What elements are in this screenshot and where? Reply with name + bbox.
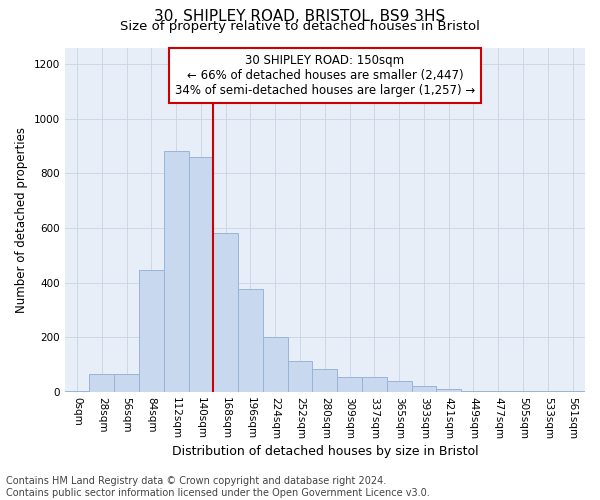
- Bar: [139, 270, 164, 392]
- Bar: [114, 374, 139, 392]
- Text: 30 SHIPLEY ROAD: 150sqm
← 66% of detached houses are smaller (2,447)
34% of semi: 30 SHIPLEY ROAD: 150sqm ← 66% of detache…: [175, 54, 475, 98]
- Bar: [337, 377, 362, 392]
- Text: 30, SHIPLEY ROAD, BRISTOL, BS9 3HS: 30, SHIPLEY ROAD, BRISTOL, BS9 3HS: [154, 9, 446, 24]
- Bar: [287, 360, 313, 392]
- Text: Size of property relative to detached houses in Bristol: Size of property relative to detached ho…: [120, 20, 480, 33]
- Bar: [65, 390, 89, 392]
- Bar: [560, 391, 585, 392]
- Bar: [164, 152, 188, 392]
- Bar: [362, 377, 387, 392]
- Bar: [535, 391, 560, 392]
- Bar: [188, 157, 214, 392]
- Bar: [486, 391, 511, 392]
- Text: Contains HM Land Registry data © Crown copyright and database right 2024.
Contai: Contains HM Land Registry data © Crown c…: [6, 476, 430, 498]
- X-axis label: Distribution of detached houses by size in Bristol: Distribution of detached houses by size …: [172, 444, 478, 458]
- Bar: [214, 234, 238, 392]
- Bar: [511, 391, 535, 392]
- Bar: [461, 390, 486, 392]
- Bar: [387, 381, 412, 392]
- Bar: [412, 386, 436, 392]
- Bar: [436, 388, 461, 392]
- Bar: [313, 368, 337, 392]
- Bar: [238, 290, 263, 392]
- Bar: [263, 338, 287, 392]
- Y-axis label: Number of detached properties: Number of detached properties: [15, 126, 28, 312]
- Bar: [89, 374, 114, 392]
